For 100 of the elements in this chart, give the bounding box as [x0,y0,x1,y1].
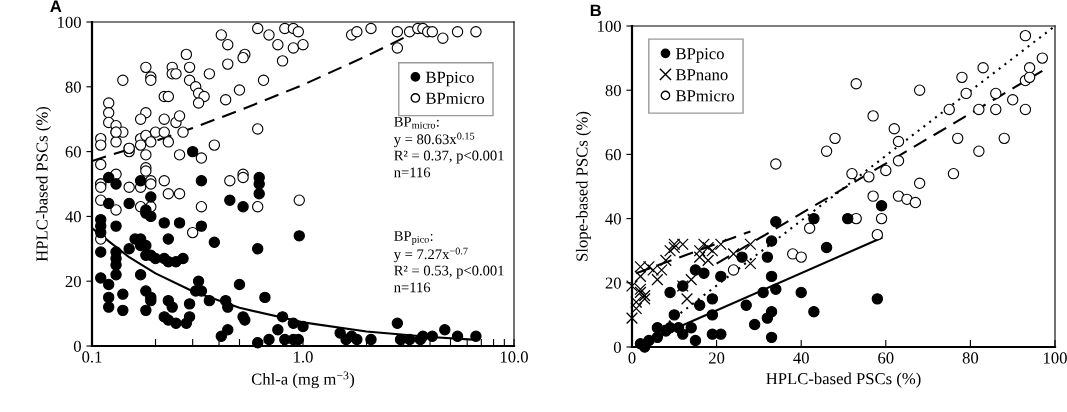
point [808,305,820,318]
annotation: n=116 [394,167,431,178]
point [727,264,740,276]
point [740,299,752,311]
point [1019,29,1032,42]
point [765,331,778,344]
point [715,270,727,283]
y-axis-title: HPLC-based PSCs (%) [35,106,52,262]
point [867,190,879,202]
point [973,103,985,116]
point [689,264,702,276]
point [1019,103,1032,116]
point [820,241,833,254]
point [634,270,647,283]
annotation: n=116 [394,282,431,293]
point [867,110,879,122]
point [702,254,715,267]
point [757,286,769,299]
point [803,222,816,234]
legend-label: BPpico [675,48,724,63]
point [630,296,643,309]
point [630,302,643,315]
point [880,164,892,177]
point [846,167,858,180]
point [765,305,778,318]
x-tick-label: 40 [793,352,809,364]
point [744,238,757,251]
point [913,84,926,96]
y-tick-label: 60 [605,149,621,161]
point [659,254,672,267]
point [668,309,681,321]
point [875,212,888,225]
point [693,299,706,311]
point [787,248,799,260]
y-tick-label: 100 [598,20,621,32]
y-tick-label: 40 [65,211,81,223]
annotation: R² = 0.53, p<0.001 [394,265,504,279]
point [808,212,820,225]
point [850,78,862,90]
legend-label: BPmicro [675,90,735,102]
point [909,196,922,209]
point [973,145,985,157]
point [770,283,782,295]
y-tick-label: 20 [65,275,81,288]
point [1006,94,1019,106]
point [1036,52,1049,64]
y-tick-label: 100 [58,16,81,28]
x-axis-title: HPLC-based PSCs (%) [766,372,921,388]
point [1023,71,1036,84]
point [643,334,655,347]
point [795,251,807,263]
point [765,270,778,283]
point [744,257,757,270]
point [888,123,900,135]
point [685,273,698,286]
point [913,177,926,189]
point [960,87,972,100]
point [748,318,761,331]
x-tick-label: 80 [962,352,979,364]
x-tick-label: 0.1 [82,351,102,363]
chart-title: A [50,0,62,13]
y-tick-label: 20 [605,277,621,289]
point [990,87,1002,100]
point [697,238,710,251]
legend-label: BPmicro [425,92,485,104]
x-tick-label: 100 [1043,352,1067,364]
point [977,62,989,74]
point [842,212,854,225]
annotation: BP$_{pico}$: [394,231,433,245]
point [625,280,639,293]
point [689,334,702,347]
point [706,293,719,305]
point [871,228,884,241]
point [956,71,968,84]
y-tick-label: 80 [65,81,81,93]
point [952,132,964,145]
y-tick-label: 40 [605,213,621,225]
point [943,103,955,116]
point [829,132,841,145]
point [693,251,706,264]
point [892,135,905,148]
point [875,200,888,212]
point [685,322,697,334]
legend-label: BPnano [675,69,728,81]
point [871,293,884,305]
point [795,286,807,299]
point [625,312,639,325]
point [947,167,960,180]
point [702,241,715,254]
point [736,251,748,263]
y-tick-label: 0 [613,341,621,353]
y-tick-label: 80 [605,84,621,97]
point [651,331,664,344]
point [727,247,740,260]
x-tick-label: 60 [878,352,894,364]
point [706,309,719,321]
point [664,244,677,257]
legend-label: BPpico [425,71,474,87]
x-tick-label: 10.0 [500,351,528,363]
point [1023,62,1036,74]
